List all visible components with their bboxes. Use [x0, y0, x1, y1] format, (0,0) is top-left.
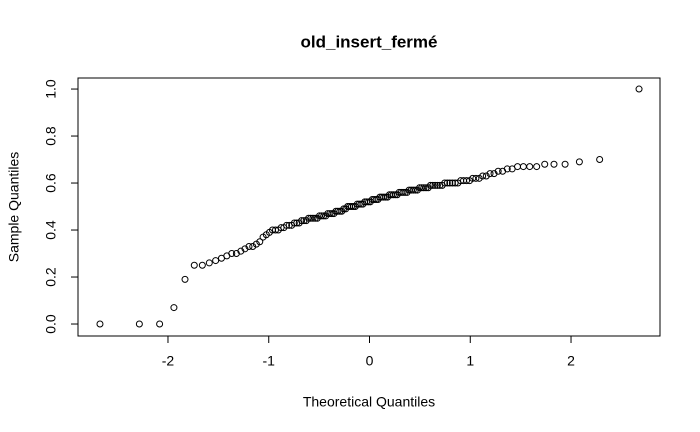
point — [212, 257, 220, 265]
point — [561, 160, 569, 168]
x-tick-label: 0 — [366, 353, 374, 369]
point — [170, 304, 178, 312]
point — [249, 242, 257, 250]
point — [533, 163, 541, 171]
y-tick-label: 0.6 — [43, 173, 59, 193]
x-tick-label: -2 — [162, 353, 175, 369]
point — [330, 210, 338, 218]
point — [190, 261, 198, 269]
point — [241, 245, 249, 253]
point — [482, 172, 490, 180]
y-tick-label: 0.2 — [43, 267, 59, 287]
y-tick-label: 0.0 — [43, 314, 59, 334]
point — [463, 177, 471, 185]
point — [486, 170, 494, 178]
x-axis-label: Theoretical Quantiles — [303, 394, 435, 410]
point — [469, 174, 477, 182]
point — [446, 179, 454, 187]
chart-title: old_insert_fermé — [301, 32, 438, 51]
point — [271, 226, 279, 234]
point — [494, 167, 502, 175]
point — [541, 160, 549, 168]
point — [370, 195, 378, 203]
point — [307, 214, 315, 222]
point — [479, 172, 487, 180]
point — [156, 320, 164, 328]
point — [372, 195, 380, 203]
point — [198, 261, 206, 269]
x-tick-label: 1 — [466, 353, 474, 369]
point — [363, 198, 371, 206]
point — [596, 156, 604, 164]
point — [433, 181, 441, 189]
y-axis-label: Sample Quantiles — [6, 152, 22, 263]
point — [380, 193, 388, 201]
point — [418, 184, 426, 192]
point — [575, 158, 583, 166]
point — [443, 179, 451, 187]
point — [290, 219, 298, 227]
point — [228, 250, 236, 258]
point — [431, 181, 439, 189]
point — [309, 214, 317, 222]
point — [336, 207, 344, 215]
point — [328, 210, 336, 218]
point — [318, 212, 326, 220]
point — [526, 163, 534, 171]
point — [298, 217, 306, 225]
point — [347, 203, 355, 211]
point — [181, 275, 189, 283]
point — [399, 188, 407, 196]
point — [135, 320, 143, 328]
point — [305, 214, 313, 222]
point — [96, 320, 104, 328]
point — [550, 160, 558, 168]
point — [205, 259, 213, 267]
point — [256, 238, 264, 246]
point — [389, 191, 397, 199]
point — [472, 174, 480, 182]
point — [357, 200, 365, 208]
point — [326, 210, 334, 218]
y-tick-label: 1.0 — [43, 79, 59, 99]
point — [391, 191, 399, 199]
y-tick-label: 0.8 — [43, 126, 59, 146]
x-tick-label: -1 — [263, 353, 276, 369]
y-tick-label: 0.4 — [43, 220, 59, 240]
point — [426, 181, 434, 189]
point — [245, 242, 253, 250]
point — [349, 203, 357, 211]
point — [409, 186, 417, 194]
point — [503, 165, 511, 173]
point — [448, 179, 456, 187]
point — [635, 85, 643, 93]
point — [420, 184, 428, 192]
point — [283, 221, 291, 229]
point — [355, 200, 363, 208]
point — [401, 188, 409, 196]
x-tick-label: 2 — [567, 353, 575, 369]
point — [441, 179, 449, 187]
point — [340, 205, 348, 213]
point — [382, 193, 390, 201]
point — [365, 198, 373, 206]
point — [334, 207, 342, 215]
point — [429, 181, 437, 189]
